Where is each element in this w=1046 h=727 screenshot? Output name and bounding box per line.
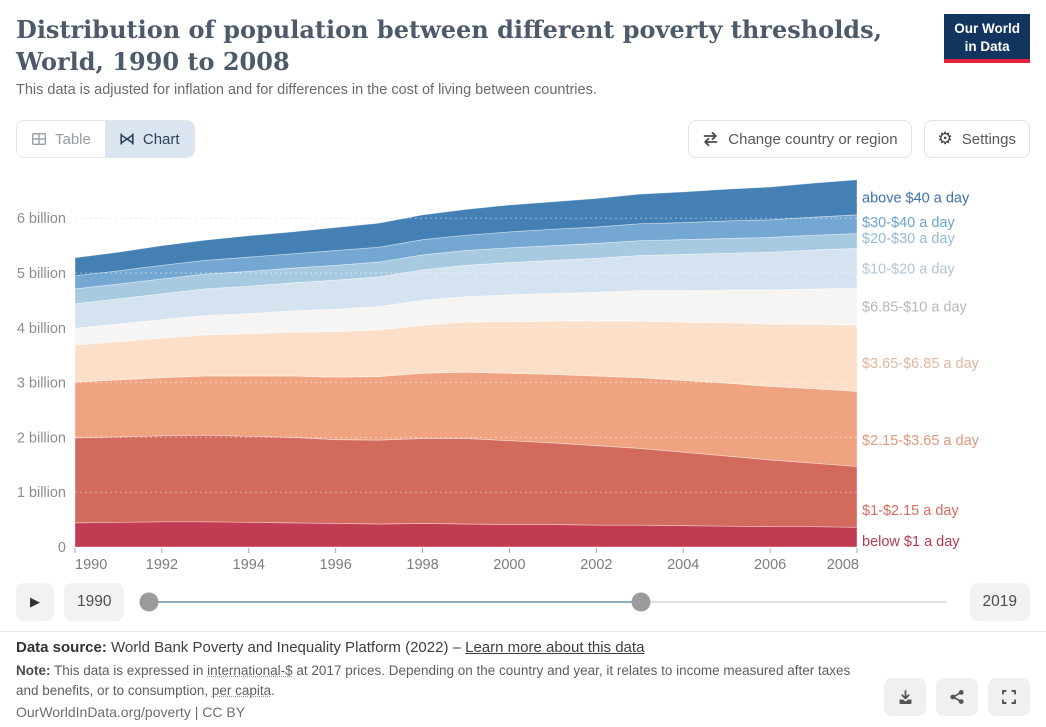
legend-label--3-65-6-85-a-day[interactable]: $3.65-$6.85 a day [862,356,980,372]
y-axis-label: 6 billion [17,211,66,227]
legend-label--10-20-a-day[interactable]: $10-$20 a day [862,261,955,277]
x-axis-label: 2002 [580,557,612,573]
x-axis-label: 2006 [754,557,786,573]
poverty-stacked-area-chart: 0 1 billion 2 billion 3 billion 4 billion 5 b… [17,179,980,573]
note-text-2: at 2017 prices. Depending on the country… [16,663,851,698]
area-band-above-40-a-day[interactable] [74,179,858,277]
x-axis-label: 1992 [146,557,178,573]
download-button[interactable] [884,678,926,716]
x-axis-label: 1998 [406,557,438,573]
x-axis-label: 2008 [827,557,859,573]
x-axis-label: 1990 [75,557,107,573]
x-axis-label: 1996 [320,557,352,573]
owid-logo-line1: Our World [954,21,1020,36]
controls-row: Table Chart Ch [16,120,1030,158]
play-icon: ▶ [30,594,40,610]
slider-handle-start[interactable] [139,592,159,612]
y-axis-label: 4 billion [17,321,66,337]
legend-label--20-30-a-day[interactable]: $20-$30 a day [862,231,955,247]
note-term-per-capita[interactable]: per capita [211,682,272,698]
tab-table-label: Table [55,130,91,148]
timeline-controls: ▶ 1990 2019 [16,583,1030,621]
slider-handle-end[interactable] [631,592,651,612]
play-button[interactable]: ▶ [16,583,54,621]
view-tab-group: Table Chart [16,120,195,158]
legend-label--2-15-3-65-a-day[interactable]: $2.15-$3.65 a day [862,433,980,449]
chart-footer: Data source: World Bank Poverty and Ineq… [0,631,1046,727]
fullscreen-button[interactable] [988,678,1030,716]
tab-chart[interactable]: Chart [104,121,194,157]
tab-table[interactable]: Table [17,121,105,157]
citation-separator: | [190,704,203,721]
source-label: Data source: [16,639,107,656]
action-buttons [884,678,1030,716]
settings-button[interactable]: ⚙ Settings [923,120,1030,158]
chart-icon [119,131,135,147]
timeline-end-year[interactable]: 2019 [969,583,1030,621]
citation-license[interactable]: CC BY [202,704,246,721]
share-icon [949,689,965,705]
learn-more-link[interactable]: Learn more about this data [465,639,645,656]
tab-chart-label: Chart [142,130,180,148]
share-button[interactable] [936,678,978,716]
timeline-start-year[interactable]: 1990 [64,583,125,621]
y-axis-label: 5 billion [17,266,66,282]
note-label: Note: [16,663,51,678]
slider-active-range [149,601,641,603]
citation-url[interactable]: OurWorldInData.org/poverty [16,704,191,721]
change-country-label: Change country or region [728,130,898,148]
swap-arrows-icon [702,131,719,147]
x-axis-label: 2004 [667,557,699,573]
note-text-1: This data is expressed in [50,663,208,678]
legend-label-below-1-a-day[interactable]: below $1 a day [862,534,960,550]
gear-icon: ⚙ [937,128,953,149]
fullscreen-icon [1001,689,1017,705]
y-axis-label: 0 [58,540,66,556]
chart-subtitle: This data is adjusted for inflation and … [16,82,597,98]
note-text-3: . [271,682,275,698]
y-axis-label: 2 billion [17,430,66,446]
y-axis-label: 1 billion [17,485,66,501]
timeline-slider[interactable] [139,583,947,621]
citation-line: OurWorldInData.org/poverty | CC BY [16,704,1030,720]
download-icon [897,689,914,706]
source-line: Data source: World Bank Poverty and Ineq… [16,639,1030,656]
legend-label-above-40-a-day[interactable]: above $40 a day [862,190,970,206]
settings-label: Settings [961,130,1016,148]
note-term-international-dollar[interactable]: international-$ [207,663,293,678]
y-axis-label: 3 billion [17,376,66,392]
owid-logo[interactable]: Our World in Data [944,14,1030,64]
source-text: World Bank Poverty and Inequality Platfo… [106,639,466,656]
x-axis-label: 2000 [493,557,525,573]
legend-label--1-2-15-a-day[interactable]: $1-$2.15 a day [862,503,959,519]
x-axis-label: 1994 [233,557,265,573]
table-icon [31,131,47,147]
page-title: Distribution of population between diffe… [16,15,882,76]
legend-label--30-40-a-day[interactable]: $30-$40 a day [862,215,955,231]
note-line: Note: This data is expressed in internat… [16,661,876,700]
change-country-button[interactable]: Change country or region [688,120,912,158]
owid-logo-line2: in Data [964,38,1010,54]
toolbar-buttons: Change country or region ⚙ Settings [688,120,1030,158]
legend-label--6-85-10-a-day[interactable]: $6.85-$10 a day [862,300,968,316]
